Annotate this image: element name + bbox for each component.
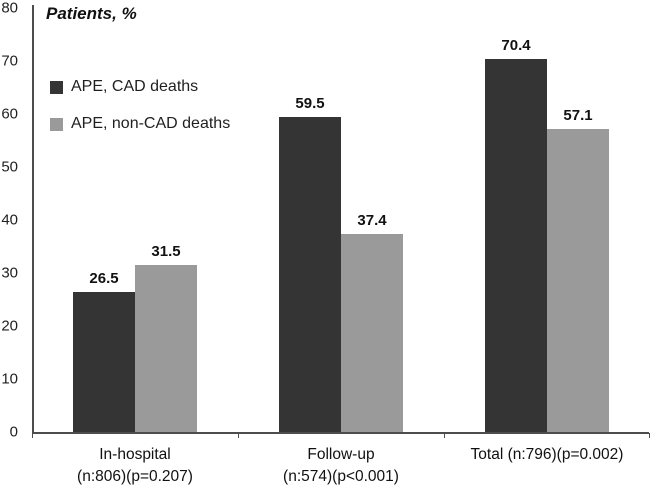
x-category-label: In-hospital (n:806)(p=0.207) (22, 444, 248, 488)
bar-value-label: 26.5 (89, 269, 119, 287)
bar-value-label: 70.4 (501, 36, 531, 54)
x-category-label-line: In-hospital (99, 446, 171, 463)
y-axis-line (32, 5, 34, 433)
legend-swatch-icon (50, 80, 63, 94)
bar-non-cad-deaths (135, 265, 197, 432)
x-tick-mark (238, 433, 239, 438)
y-tick-label: 10 (1, 370, 18, 388)
bar-value-label: 31.5 (151, 243, 181, 261)
x-category-label: Total (n:796)(p=0.002) (434, 444, 650, 466)
x-category-label: Follow-up (n:574)(p<0.001) (228, 444, 454, 488)
bar-value-label: 59.5 (295, 94, 325, 112)
bar-value-label: 37.4 (357, 211, 387, 229)
x-category-label-line: Total (n:796)(p=0.002) (470, 446, 624, 463)
legend: APE, CAD deaths APE, non-CAD deaths (50, 74, 230, 148)
bar-cad-deaths (73, 291, 135, 432)
y-tick-label: 70 (1, 52, 18, 70)
bar-non-cad-deaths (547, 129, 609, 432)
chart-title: Patients, % (46, 4, 137, 23)
x-category-label-line: (n:574)(p<0.001) (283, 468, 399, 485)
legend-label: APE, CAD deaths (71, 78, 199, 95)
y-tick-label: 40 (1, 211, 18, 229)
x-tick-mark (32, 433, 33, 438)
x-axis-line (32, 432, 649, 434)
y-tick-label: 80 (1, 0, 18, 17)
legend-item: APE, CAD deaths (50, 74, 230, 100)
y-tick-label: 30 (1, 264, 18, 282)
bar-cad-deaths (279, 116, 341, 432)
bar-non-cad-deaths (341, 233, 403, 432)
y-tick-label: 60 (1, 105, 18, 123)
y-tick-label: 50 (1, 158, 18, 176)
legend-swatch-icon (50, 117, 63, 131)
x-tick-mark (444, 433, 445, 438)
bar-cad-deaths (485, 58, 547, 432)
bar-value-label: 57.1 (563, 107, 593, 125)
y-tick-label: 0 (9, 423, 18, 441)
y-tick-label: 20 (1, 317, 18, 335)
legend-item: APE, non-CAD deaths (50, 111, 230, 137)
legend-label: APE, non-CAD deaths (71, 115, 231, 132)
x-category-label-line: (n:806)(p=0.207) (77, 468, 193, 485)
x-category-label-line: Follow-up (307, 446, 375, 463)
